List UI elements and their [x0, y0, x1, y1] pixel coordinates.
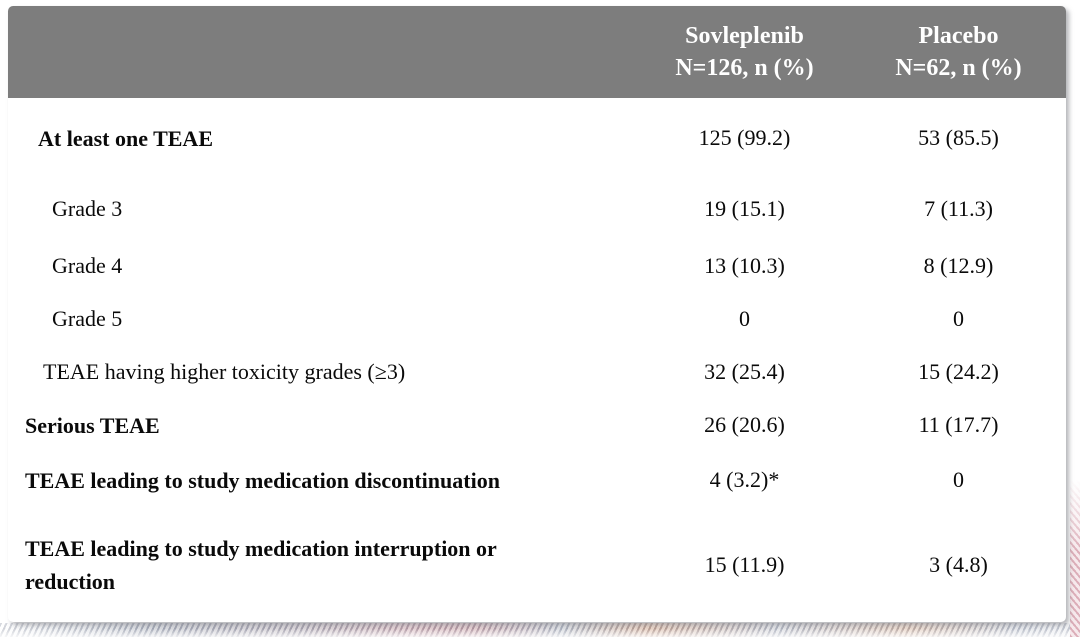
- header-placebo-cell: Placebo N=62, n (%): [851, 6, 1066, 98]
- row-label: TEAE leading to study medication discont…: [25, 467, 500, 493]
- sovleplenib-value: 26 (20.6): [704, 412, 785, 437]
- table-row-grade-5: Grade 5 0 0: [8, 292, 1066, 345]
- table-header: Sovleplenib N=126, n (%) Placebo N=62, n…: [8, 6, 1066, 98]
- placebo-value: 8 (12.9): [923, 252, 994, 278]
- placebo-value: 0: [953, 467, 964, 492]
- sovleplenib-n: N=126, n (%): [675, 55, 814, 81]
- bottom-decoration-band: [0, 623, 1080, 637]
- table-row-grade-4: Grade 4 13 (10.3) 8 (12.9): [8, 239, 1066, 292]
- placebo-value: 7 (11.3): [924, 195, 993, 221]
- teae-table-card: Sovleplenib N=126, n (%) Placebo N=62, n…: [8, 6, 1066, 622]
- teae-table: Sovleplenib N=126, n (%) Placebo N=62, n…: [8, 6, 1066, 622]
- table-row-higher-toxicity: TEAE having higher toxicity grades (≥3) …: [8, 345, 1066, 398]
- header-sovleplenib-cell: Sovleplenib N=126, n (%): [638, 6, 851, 98]
- sovleplenib-value: 0: [739, 305, 750, 331]
- row-label: Grade 3: [52, 196, 123, 221]
- row-label: TEAE leading to study medication interru…: [25, 536, 497, 594]
- placebo-value: 11 (17.7): [918, 412, 999, 437]
- row-label: TEAE having higher toxicity grades (≥3): [43, 359, 406, 384]
- sovleplenib-value: 19 (15.1): [704, 195, 785, 221]
- placebo-value: 0: [953, 305, 964, 331]
- table-body: At least one TEAE 125 (99.2) 53 (85.5) G…: [8, 98, 1066, 622]
- table-row-interruption-reduction: TEAE leading to study medication interru…: [8, 508, 1066, 622]
- table-row-serious-teae: Serious TEAE 26 (20.6) 11 (17.7): [8, 398, 1066, 452]
- sovleplenib-value: 13 (10.3): [704, 252, 785, 278]
- placebo-n: N=62, n (%): [895, 55, 1022, 81]
- sovleplenib-value: 125 (99.2): [698, 125, 791, 150]
- row-label: Serious TEAE: [25, 412, 160, 438]
- sovleplenib-value: 32 (25.4): [704, 358, 785, 384]
- placebo-name: Placebo: [918, 23, 999, 49]
- row-label: Grade 4: [52, 253, 123, 278]
- right-edge-decoration: [1070, 480, 1080, 637]
- sovleplenib-value: 4 (3.2)*: [709, 467, 780, 492]
- table-row-at-least-one-teae: At least one TEAE 125 (99.2) 53 (85.5): [8, 98, 1066, 178]
- placebo-value: 15 (24.2): [918, 358, 999, 384]
- row-label: Grade 5: [52, 306, 123, 331]
- sovleplenib-name: Sovleplenib: [685, 23, 804, 49]
- placebo-value: 3 (4.8): [929, 552, 988, 577]
- table-row-grade-3: Grade 3 19 (15.1) 7 (11.3): [8, 178, 1066, 239]
- placebo-value: 53 (85.5): [918, 125, 999, 150]
- table-row-discontinuation: TEAE leading to study medication discont…: [8, 452, 1066, 508]
- sovleplenib-value: 15 (11.9): [704, 552, 785, 577]
- header-empty-cell: [8, 6, 638, 98]
- header-row: Sovleplenib N=126, n (%) Placebo N=62, n…: [8, 6, 1066, 98]
- row-label: At least one TEAE: [38, 125, 213, 151]
